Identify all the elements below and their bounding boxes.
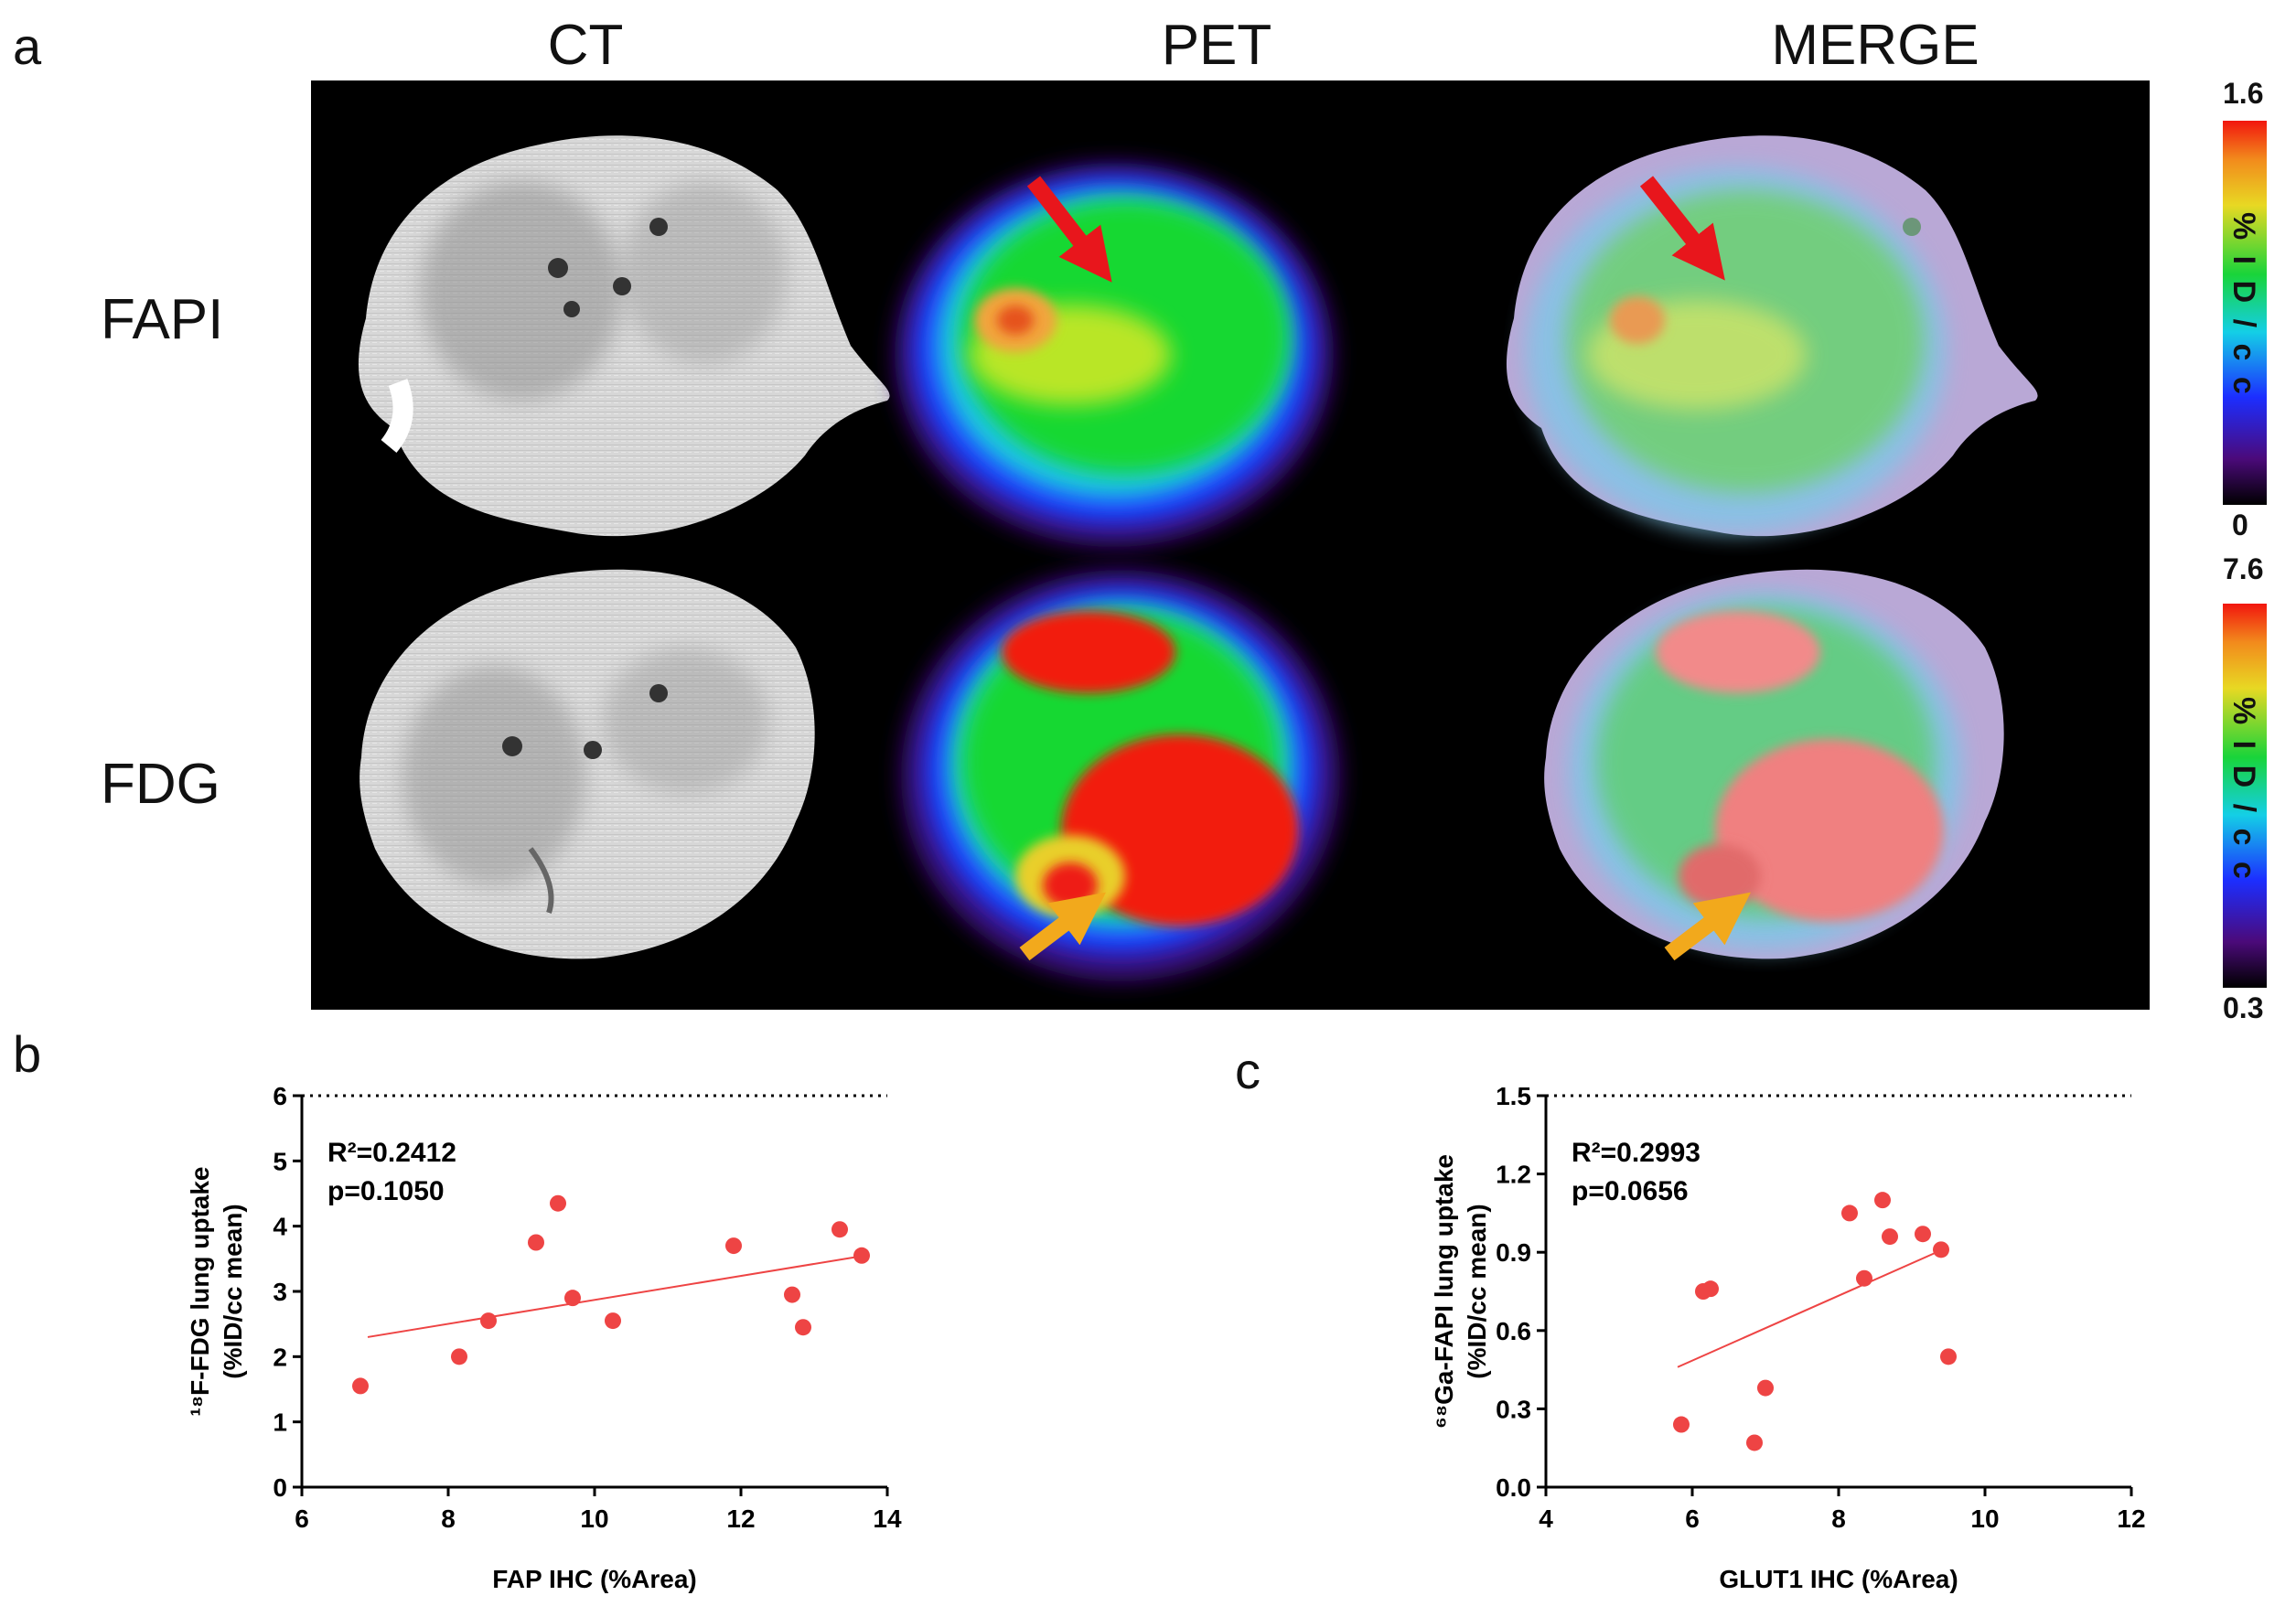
x-tick-label: 14	[873, 1505, 902, 1533]
data-point	[853, 1247, 870, 1264]
regression-line	[367, 1254, 866, 1338]
data-point	[1933, 1241, 1949, 1258]
colorbar-fapi-unit: % I D / c c	[2226, 212, 2261, 398]
data-point	[528, 1234, 544, 1251]
r-squared-annotation: R²=0.2993	[1572, 1138, 1701, 1168]
column-header-pet: PET	[1161, 14, 1272, 77]
fapi-merge-arrow	[1639, 176, 1725, 281]
y-tick-label: 0.3	[1496, 1395, 1531, 1423]
y-axis-label-line2: (%ID/cc mean)	[219, 1204, 247, 1378]
colorbar-fdg-max: 7.6	[2223, 552, 2264, 585]
y-tick-label: 4	[273, 1213, 287, 1241]
x-tick-label: 12	[2117, 1505, 2145, 1533]
column-header-ct: CT	[547, 14, 624, 77]
fapi-pet-arrow	[1026, 176, 1112, 283]
panel-label-a: a	[13, 17, 42, 75]
data-point	[784, 1286, 800, 1303]
x-tick-label: 8	[441, 1505, 456, 1533]
row-header-fdg: FDG	[101, 753, 220, 816]
chart-c: 0.0 0.3 0.6 0.9 1.2 1.5 4 6 8 10 12 GLUT1 IHC (%Are…	[1430, 1082, 2146, 1593]
p-value-annotation: p=0.0656	[1572, 1176, 1689, 1206]
data-point	[1856, 1269, 1872, 1287]
x-axis-label: GLUT1 IHC (%Area)	[1719, 1565, 1958, 1593]
data-point	[725, 1237, 742, 1255]
data-point	[352, 1377, 369, 1395]
x-tick-label: 4	[1539, 1505, 1553, 1533]
data-point	[1940, 1348, 1957, 1365]
pet-fdg-image	[901, 570, 1340, 981]
x-tick-label: 6	[295, 1505, 309, 1533]
x-axis-label: FAP IHC (%Area)	[492, 1565, 697, 1593]
column-header-merge: MERGE	[1771, 14, 1979, 77]
y-axis-label-line1: ¹⁸F-FDG lung uptake	[186, 1167, 214, 1417]
data-point	[1915, 1226, 1931, 1243]
x-tick-label: 6	[1685, 1505, 1700, 1533]
y-tick-label: 1.5	[1496, 1082, 1531, 1110]
data-point	[1673, 1416, 1690, 1433]
data-point	[1702, 1280, 1719, 1298]
colorbar-fapi-min: 0	[2232, 509, 2248, 541]
panel-label-b: b	[13, 1025, 42, 1083]
data-point	[451, 1348, 467, 1365]
ct-fdg-image	[359, 569, 815, 959]
panel-label-c: c	[1235, 1042, 1261, 1099]
colorbar-fdg-min: 0.3	[2223, 991, 2264, 1024]
x-tick-label: 10	[1970, 1505, 1999, 1533]
x-tick-label: 10	[580, 1505, 608, 1533]
r-squared-annotation: R²=0.2412	[327, 1138, 456, 1168]
data-point	[831, 1221, 848, 1238]
colorbar-fdg	[2223, 604, 2267, 988]
y-axis-label-line2: (%ID/cc mean)	[1463, 1204, 1491, 1378]
colorbar-fapi-max: 1.6	[2223, 77, 2264, 110]
pet-fapi-image	[895, 163, 1334, 547]
y-tick-label: 3	[273, 1278, 287, 1306]
y-tick-label: 0.6	[1496, 1317, 1531, 1345]
data-point	[550, 1194, 566, 1212]
colorbar-fdg-unit: % I D / c c	[2226, 697, 2261, 883]
data-point	[605, 1312, 621, 1330]
row-header-fapi: FAPI	[101, 288, 224, 351]
y-tick-label: 5	[273, 1147, 287, 1175]
y-tick-label: 0.9	[1496, 1238, 1531, 1267]
merge-fapi-image	[1506, 135, 2038, 537]
data-point	[480, 1312, 497, 1330]
fdg-merge-arrow	[1664, 892, 1751, 961]
y-tick-label: 0.0	[1496, 1473, 1531, 1502]
colorbar-fapi	[2223, 121, 2267, 505]
y-tick-label: 1.2	[1496, 1161, 1531, 1189]
y-tick-label: 2	[273, 1343, 287, 1371]
data-point	[1757, 1379, 1774, 1397]
colorbars	[2223, 121, 2267, 988]
data-point	[1874, 1192, 1891, 1209]
y-tick-label: 0	[273, 1473, 287, 1502]
data-point	[1882, 1228, 1898, 1246]
imaging-grid	[311, 80, 2150, 1010]
data-point	[1841, 1205, 1858, 1222]
p-value-annotation: p=0.1050	[327, 1176, 445, 1206]
x-tick-label: 8	[1831, 1505, 1846, 1533]
y-tick-label: 6	[273, 1082, 287, 1110]
merge-fdg-image	[1544, 569, 2004, 961]
data-point	[1746, 1434, 1763, 1451]
data-point	[564, 1290, 581, 1307]
y-axis-label-line1: ⁶⁸Ga-FAPI lung uptake	[1430, 1154, 1458, 1429]
ct-fapi-image	[358, 135, 890, 537]
regression-line	[1677, 1246, 1949, 1368]
imaging-svg	[358, 135, 2038, 981]
fdg-pet-arrow	[1019, 892, 1106, 961]
x-tick-label: 12	[726, 1505, 755, 1533]
data-point	[795, 1319, 811, 1336]
y-tick-label: 1	[273, 1408, 287, 1437]
